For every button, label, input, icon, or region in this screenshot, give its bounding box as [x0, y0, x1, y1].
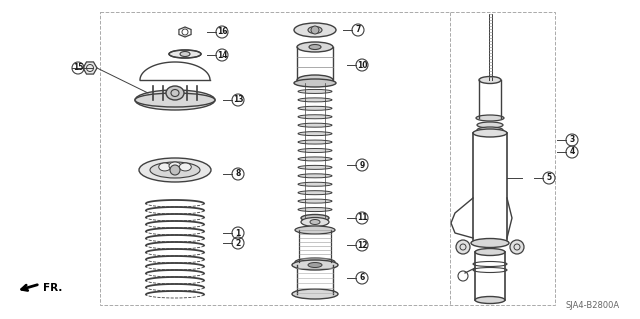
Circle shape: [456, 240, 470, 254]
Text: SJA4-B2800A: SJA4-B2800A: [565, 301, 619, 310]
Ellipse shape: [150, 162, 200, 178]
Text: 10: 10: [356, 61, 367, 70]
Ellipse shape: [301, 218, 329, 226]
Ellipse shape: [298, 182, 332, 186]
Ellipse shape: [298, 123, 332, 127]
Ellipse shape: [298, 208, 332, 211]
Text: 15: 15: [73, 63, 83, 72]
Ellipse shape: [297, 42, 333, 52]
Text: 8: 8: [236, 169, 241, 179]
Ellipse shape: [169, 162, 181, 170]
Text: 1: 1: [236, 228, 241, 238]
Ellipse shape: [298, 106, 332, 110]
Ellipse shape: [298, 174, 332, 178]
Ellipse shape: [475, 296, 505, 303]
Ellipse shape: [166, 86, 184, 100]
Text: 14: 14: [217, 50, 227, 60]
Text: 11: 11: [356, 213, 367, 222]
Ellipse shape: [295, 258, 335, 266]
Ellipse shape: [308, 263, 322, 268]
Ellipse shape: [309, 44, 321, 49]
Ellipse shape: [292, 289, 338, 299]
Ellipse shape: [298, 199, 332, 203]
Ellipse shape: [298, 165, 332, 169]
Ellipse shape: [301, 214, 329, 221]
Ellipse shape: [298, 98, 332, 102]
Ellipse shape: [308, 26, 322, 33]
Text: 16: 16: [217, 27, 227, 36]
Ellipse shape: [298, 191, 332, 195]
Ellipse shape: [298, 132, 332, 136]
Ellipse shape: [294, 23, 336, 37]
Text: 7: 7: [355, 26, 361, 34]
Ellipse shape: [298, 140, 332, 144]
Ellipse shape: [298, 115, 332, 119]
Ellipse shape: [298, 81, 332, 85]
Ellipse shape: [298, 89, 332, 93]
Text: 9: 9: [360, 160, 365, 169]
Ellipse shape: [477, 122, 503, 128]
Polygon shape: [83, 62, 97, 74]
Ellipse shape: [479, 77, 501, 84]
Ellipse shape: [475, 249, 505, 256]
Circle shape: [170, 165, 180, 175]
Ellipse shape: [298, 149, 332, 152]
Text: 12: 12: [356, 241, 367, 249]
Ellipse shape: [477, 127, 503, 133]
Text: 6: 6: [360, 273, 365, 283]
Ellipse shape: [473, 129, 507, 137]
Text: 4: 4: [570, 147, 575, 157]
Circle shape: [311, 26, 319, 34]
Ellipse shape: [471, 239, 509, 248]
Ellipse shape: [135, 90, 215, 110]
Text: 2: 2: [236, 239, 241, 248]
Ellipse shape: [310, 219, 320, 225]
Text: FR.: FR.: [43, 283, 62, 293]
Ellipse shape: [297, 75, 333, 85]
Ellipse shape: [292, 260, 338, 270]
Ellipse shape: [179, 163, 191, 171]
Ellipse shape: [180, 51, 190, 56]
Circle shape: [510, 240, 524, 254]
Ellipse shape: [476, 115, 504, 121]
Ellipse shape: [159, 163, 171, 171]
Ellipse shape: [139, 158, 211, 182]
Ellipse shape: [169, 50, 201, 58]
Ellipse shape: [294, 79, 336, 87]
Text: 3: 3: [570, 136, 575, 145]
Ellipse shape: [135, 93, 215, 107]
Ellipse shape: [298, 157, 332, 161]
Text: 5: 5: [547, 174, 552, 182]
Ellipse shape: [295, 226, 335, 234]
Text: 13: 13: [233, 95, 243, 105]
